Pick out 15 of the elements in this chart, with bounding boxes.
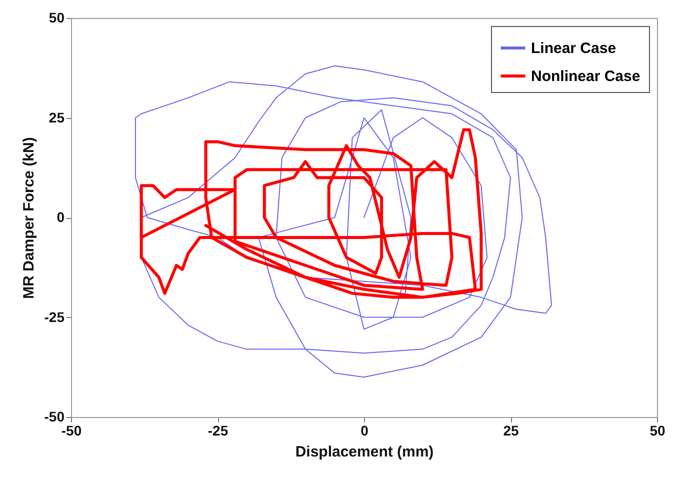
x-tick-label: 25 [503,422,519,438]
y-tick-label: 0 [56,209,65,225]
y-tick-label: 25 [48,109,65,126]
x-tick-label: 50 [650,422,666,438]
x-axis-title: Displacement (mm) [295,444,434,460]
y-tick-label: 50 [48,10,65,26]
legend-label: Nonlinear Case [531,68,640,85]
y-tick-label: -25 [44,308,65,325]
x-tick-label: -25 [208,422,228,438]
line-series [140,128,483,299]
y-tick-label: -50 [44,408,65,424]
y-axis-title: MR Damper Force (kN) [20,137,38,299]
x-tick-label: 0 [360,422,369,438]
legend-label: Linear Case [531,40,616,57]
x-tick-label: -50 [61,422,82,438]
